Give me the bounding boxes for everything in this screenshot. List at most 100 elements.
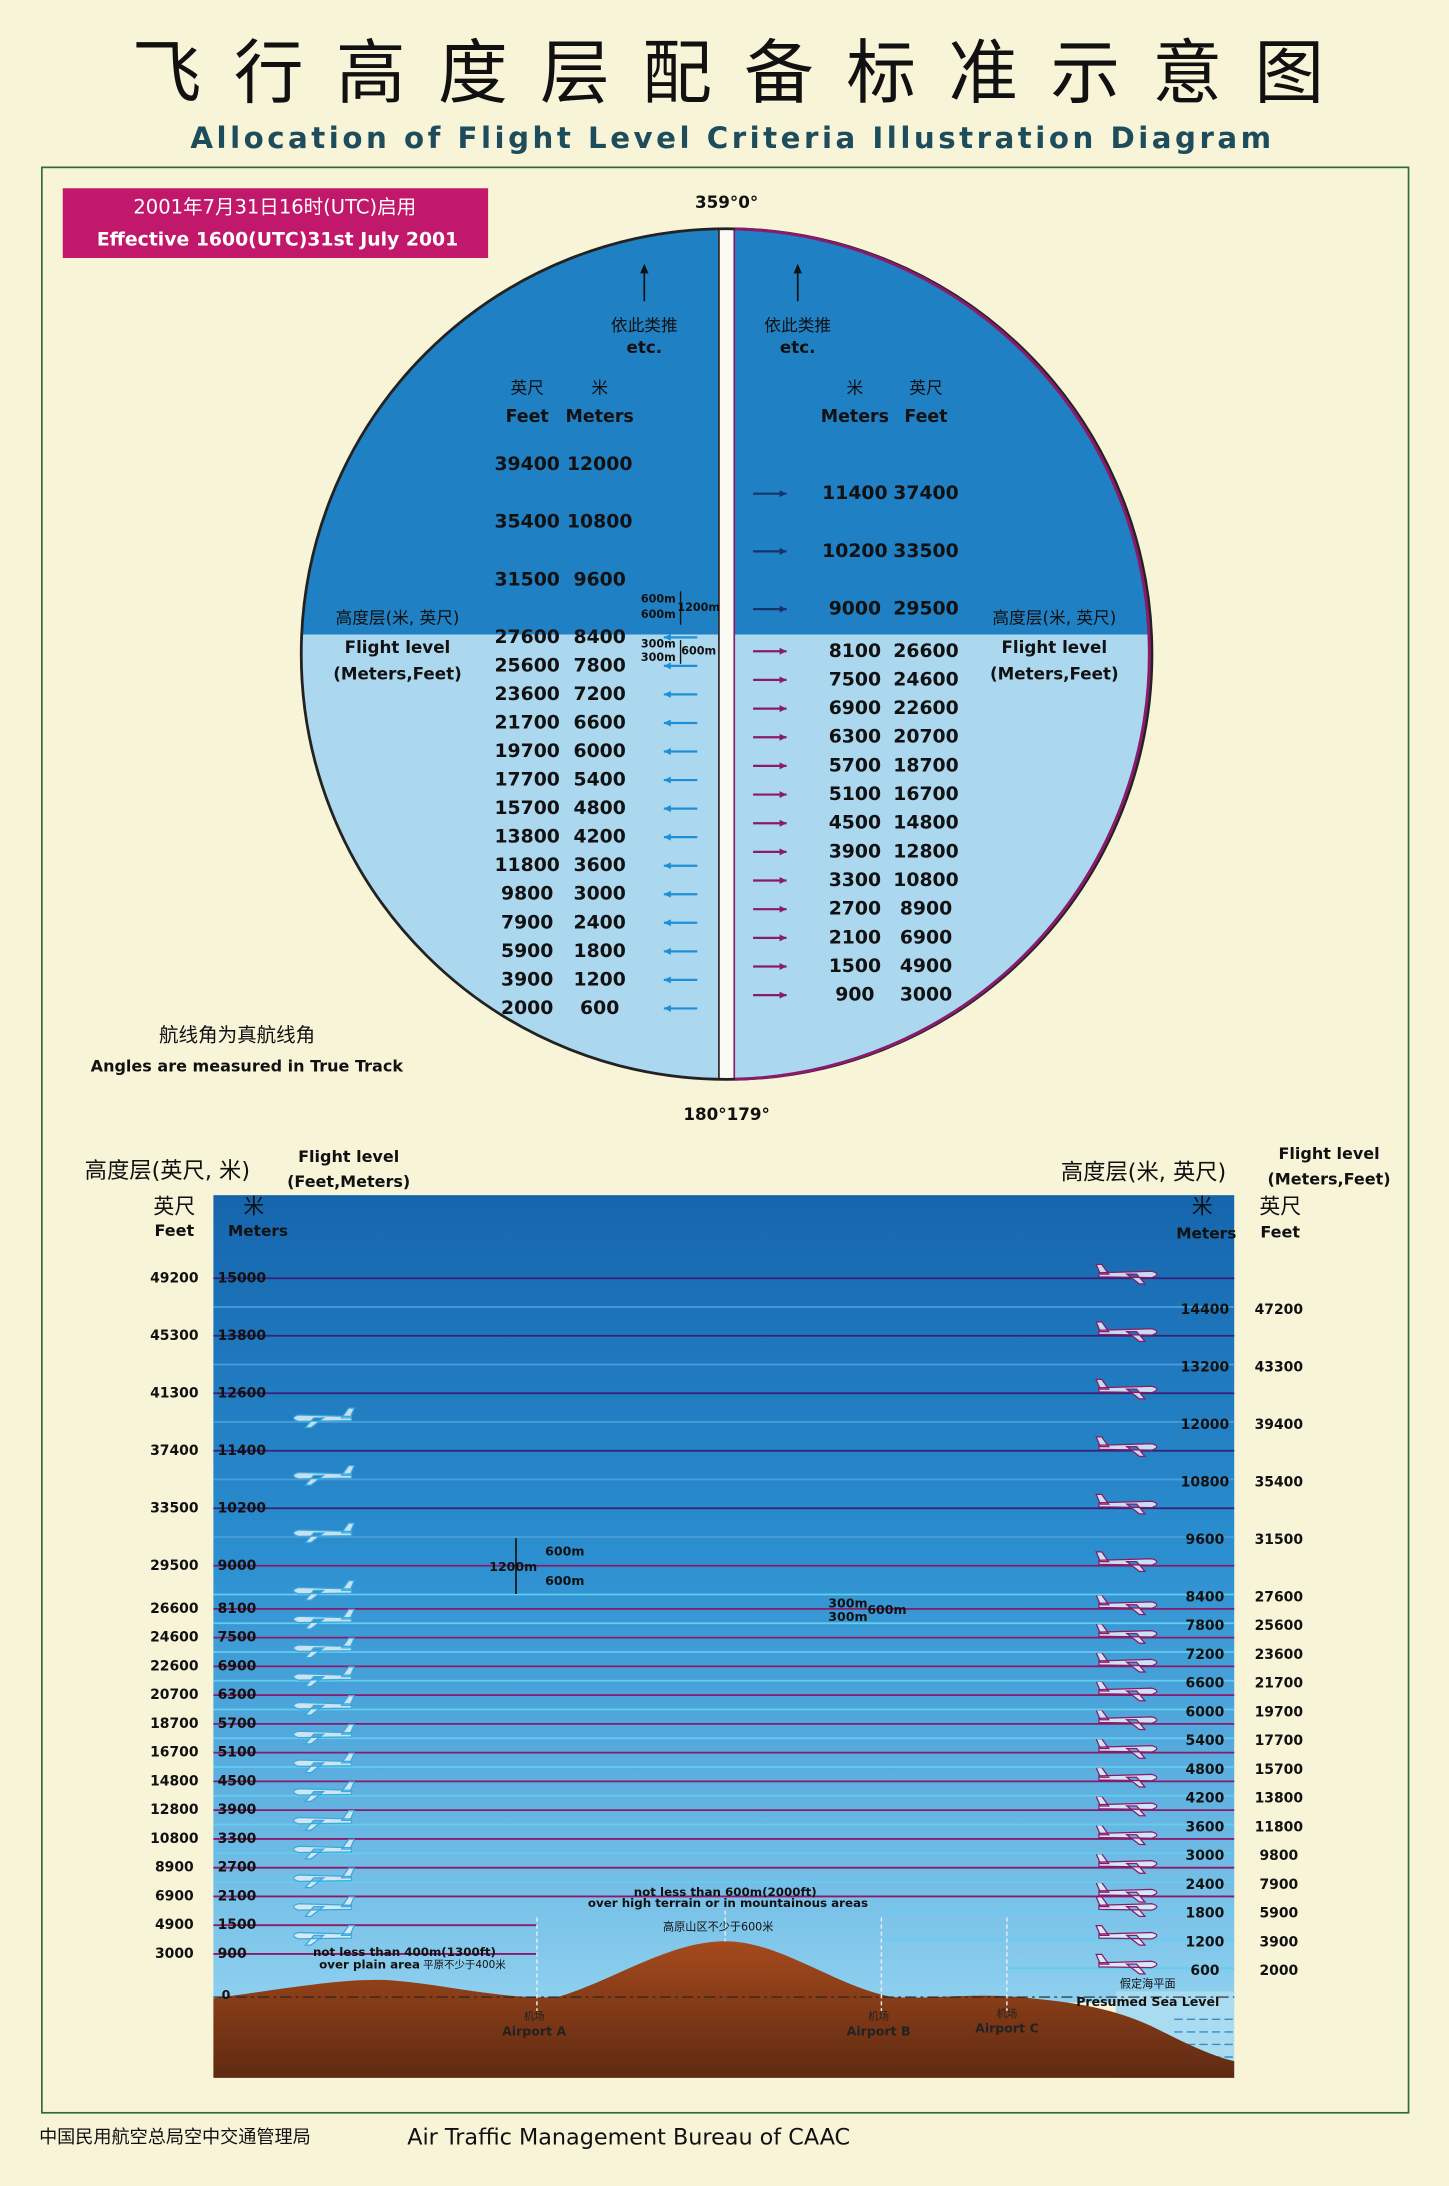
level-value: 10800	[893, 870, 958, 891]
level-feet: 4900	[155, 1917, 194, 1933]
plane-body	[292, 1522, 356, 1544]
level-value: 17700	[494, 770, 559, 791]
level-value: 2400	[574, 912, 626, 933]
level-feet: 5900	[1259, 1906, 1298, 1922]
label: 假定海平面	[1120, 1976, 1176, 1990]
level-value: 9600	[574, 569, 626, 590]
plane-body	[1095, 1263, 1158, 1285]
label: Flight level	[1278, 1144, 1379, 1163]
label: 机场	[868, 2010, 889, 2023]
level-value: 9000	[829, 599, 881, 620]
label: 米	[847, 378, 864, 398]
direction-arrow-head	[663, 690, 671, 698]
label: Meters	[566, 407, 634, 427]
direction-arrow-head	[779, 762, 787, 770]
level-feet: 2000	[1259, 1963, 1298, 1979]
plane	[292, 1579, 356, 1601]
level-value: 1500	[829, 956, 881, 977]
label: 300m	[828, 1609, 867, 1624]
label: 600m	[545, 1573, 584, 1588]
direction-arrow-head	[663, 862, 671, 870]
level-feet: 16700	[150, 1745, 199, 1761]
level-value: 29500	[893, 599, 958, 620]
level-feet: 33500	[150, 1500, 199, 1516]
level-meters: 9600	[1186, 1532, 1225, 1548]
label: Meters	[1176, 1225, 1236, 1243]
label: 英尺	[510, 378, 544, 398]
label: 300m	[641, 637, 676, 650]
level-value: 4200	[574, 827, 626, 848]
label: 机场	[524, 2010, 545, 2023]
level-feet: 47200	[1255, 1302, 1304, 1318]
plane	[292, 1752, 356, 1774]
level-value: 3300	[829, 870, 881, 891]
level-meters: 3900	[218, 1802, 257, 1818]
level-value: 13800	[494, 827, 559, 848]
level-feet: 19700	[1255, 1704, 1304, 1720]
label: Meters	[821, 407, 889, 427]
direction-arrow-head	[779, 733, 787, 741]
label: 高度层(米, 英尺)	[335, 608, 459, 628]
level-meters: 5400	[1186, 1733, 1225, 1749]
level-value: 12800	[893, 841, 958, 862]
label: 米	[1192, 1195, 1213, 1219]
level-feet: 49200	[150, 1270, 199, 1286]
plane	[1095, 1263, 1158, 1285]
plane	[1095, 1436, 1158, 1457]
plane	[292, 1637, 356, 1659]
level-value: 33500	[893, 541, 958, 562]
plane-body	[292, 1781, 356, 1802]
plane-body	[1095, 1924, 1158, 1946]
plane	[292, 1694, 356, 1716]
plane-body	[292, 1924, 356, 1946]
level-feet: 9800	[1259, 1848, 1298, 1864]
level-meters: 5100	[218, 1745, 257, 1761]
level-value: 4900	[900, 956, 952, 977]
level-feet: 21700	[1255, 1676, 1304, 1692]
level-meters: 11400	[218, 1443, 267, 1459]
direction-arrow-head	[779, 905, 787, 913]
level-feet: 45300	[150, 1328, 199, 1344]
level-feet: 6900	[155, 1888, 194, 1904]
plane	[1095, 1493, 1158, 1515]
plane	[292, 1608, 356, 1630]
level-meters: 8400	[1186, 1589, 1225, 1605]
level-feet: 22600	[150, 1658, 199, 1674]
plane-body	[292, 1464, 356, 1486]
level-value: 7500	[829, 669, 881, 690]
label: 600m	[545, 1544, 584, 1559]
plane	[1095, 1623, 1158, 1644]
direction-arrow-head	[663, 633, 671, 641]
level-value: 6900	[829, 698, 881, 719]
level-value: 21700	[494, 712, 559, 733]
level-value: 2100	[829, 927, 881, 948]
level-meters: 12000	[1181, 1417, 1230, 1433]
plane	[292, 1666, 356, 1687]
level-meters: 6300	[218, 1687, 257, 1703]
level-value: 15700	[494, 798, 559, 819]
direction-arrow-head	[663, 662, 671, 670]
plane	[1095, 1896, 1158, 1917]
level-meters: 2700	[218, 1860, 257, 1876]
level-value: 26600	[893, 641, 958, 662]
label: (Meters,Feet)	[1267, 1169, 1390, 1188]
level-value: 5100	[829, 784, 881, 805]
level-feet: 11800	[1255, 1819, 1304, 1835]
plane	[1095, 1953, 1158, 1975]
level-meters: 15000	[218, 1270, 267, 1286]
level-feet: 25600	[1255, 1618, 1304, 1634]
direction-arrow-head	[663, 890, 671, 898]
level-value: 31500	[494, 569, 559, 590]
level-feet: 17700	[1255, 1733, 1304, 1749]
direction-arrow-head	[779, 605, 787, 613]
label: 英尺	[153, 1195, 195, 1219]
label: 米	[243, 1195, 264, 1219]
label: Flight level	[1002, 637, 1108, 657]
plane-body	[292, 1608, 356, 1630]
label: Flight level	[345, 637, 451, 657]
plane-body	[292, 1666, 356, 1687]
level-value: 16700	[893, 784, 958, 805]
level-value: 2700	[829, 899, 881, 920]
level-value: 20700	[893, 727, 958, 748]
